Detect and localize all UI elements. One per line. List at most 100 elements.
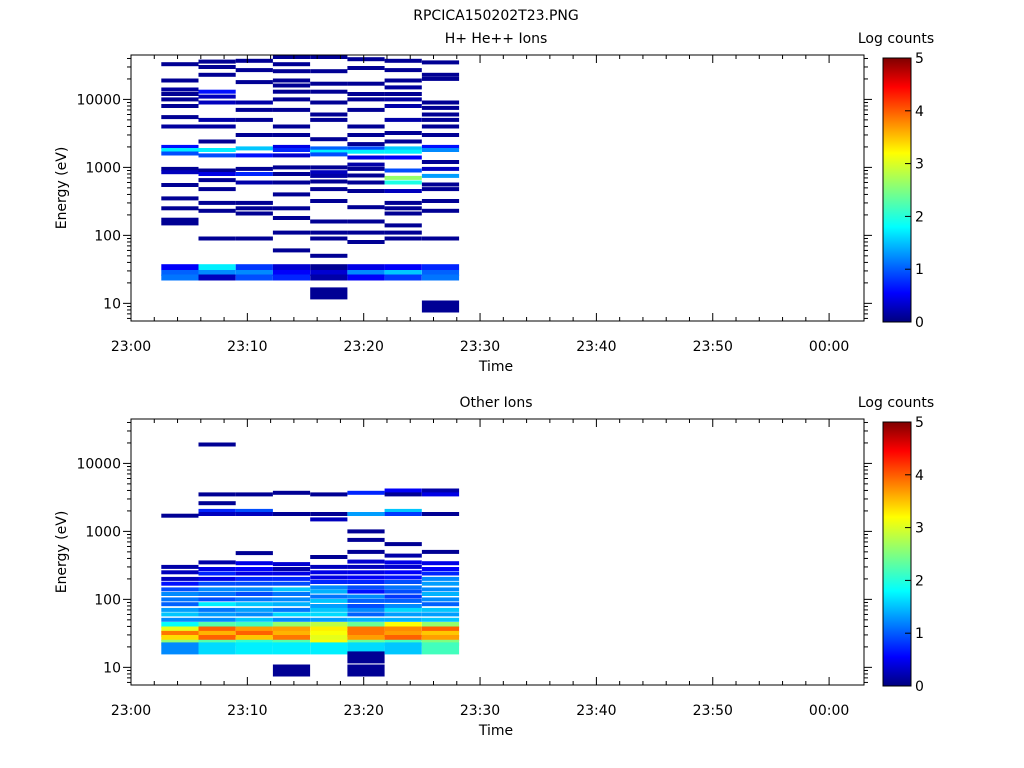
heatmap-cell [198,178,236,183]
heatmap-cell [384,560,422,565]
panel-title: H+ He++ Ions [445,31,548,47]
heatmap-cell [384,589,422,594]
colorbar-label: Log counts [858,31,934,47]
heatmap-cell [198,236,236,241]
heatmap-cell [384,585,422,590]
heatmap-cell [161,642,199,655]
heatmap-cell [384,92,422,96]
heatmap-cell [235,622,273,628]
heatmap-cell [310,492,348,497]
heatmap-cell [235,236,273,241]
heatmap-cell [384,117,422,122]
heatmap-cell [384,168,422,173]
heatmap-cell [384,149,422,154]
heatmap-cell [310,512,348,516]
panel-title: Other Ions [459,395,532,411]
heatmap-cell [235,200,273,205]
heatmap-cell [310,604,348,608]
heatmap-cell [161,617,199,622]
colorbar-tick-label: 2 [915,209,924,225]
heatmap-cell [198,622,236,628]
heatmap-cell [421,76,460,81]
heatmap-cell [384,630,422,637]
heatmap-cell [198,607,236,612]
colorbar-gradient [882,421,912,687]
heatmap-cell [235,581,273,586]
heatmap-cell [384,604,422,608]
colorbar-tick-label: 3 [915,157,924,173]
heatmap-cell [310,81,348,86]
colorbar-tick-label: 4 [915,104,924,120]
heatmap-cells [161,55,460,313]
x-tick-label: 23:40 [576,339,616,355]
heatmap-cell [421,597,460,602]
heatmap-cell [272,148,311,152]
heatmap-cell [198,501,236,506]
heatmap-cell [272,512,311,516]
heatmap-cell [161,607,199,612]
heatmap-cell [421,173,460,178]
heatmap-cell [347,264,385,271]
heatmap-cell [235,607,273,612]
heatmap-cell [161,513,199,518]
heatmap-cell [347,630,385,637]
heatmap-cell [347,612,385,617]
heatmap-cell [384,104,422,108]
heatmap-cell [421,622,460,628]
x-tick-label: 00:00 [809,703,849,719]
heatmap-cell [235,274,273,281]
heatmap-cell [272,642,311,655]
heatmap-cell [272,571,311,576]
heatmap-cell [347,92,385,96]
heatmap-cell [347,219,385,224]
x-tick-label: 23:00 [111,703,151,719]
heatmap-cell [272,612,311,617]
colorbar-tick-label: 0 [915,315,924,331]
heatmap-cell [384,85,422,90]
heatmap-cell [235,146,273,151]
x-tick-label: 23:40 [576,703,616,719]
heatmap-cell [235,166,273,171]
heatmap-cell [310,612,348,617]
heatmap-cell [235,211,273,216]
heatmap-cell [272,264,311,271]
heatmap-cell [272,617,311,622]
heatmap-cell [347,230,385,235]
heatmap-cell [347,146,385,151]
heatmap-cell [310,635,348,641]
heatmap-cell [235,642,273,655]
heatmap-cell [198,442,236,447]
heatmap-cell [384,626,422,633]
heatmap-cell [272,206,311,211]
heatmap-cell [384,508,422,513]
heatmap-cell [198,492,236,497]
heatmap-cell [235,617,273,622]
heatmap-cell [161,576,199,581]
heatmap-cell [384,97,422,102]
heatmap-cell [272,78,311,83]
heatmap-cell [384,211,422,216]
x-tick-label: 23:20 [344,339,384,355]
heatmap-cell [310,236,348,241]
heatmap-cell [198,560,236,565]
heatmap-cell [384,270,422,276]
heatmap-cell [310,589,348,594]
heatmap-cell [272,622,311,628]
colorbar-tick-label: 0 [915,679,924,695]
heatmap-cell [347,274,385,281]
colorbar-tick-label: 1 [915,626,924,642]
heatmap-cell [272,248,311,253]
heatmap-cell [384,580,422,584]
heatmap-cell [272,230,311,235]
x-axis-label: Time [478,359,513,375]
colorbar-label: Log counts [858,395,934,411]
heatmap-cell [384,131,422,135]
heatmap-cell [421,72,460,77]
heatmap-cell [198,100,236,105]
heatmap-cell [198,630,236,637]
heatmap-cell [384,575,422,580]
heatmap-cell [347,155,385,160]
heatmap-cell [161,612,199,617]
heatmap-cell [310,274,348,281]
